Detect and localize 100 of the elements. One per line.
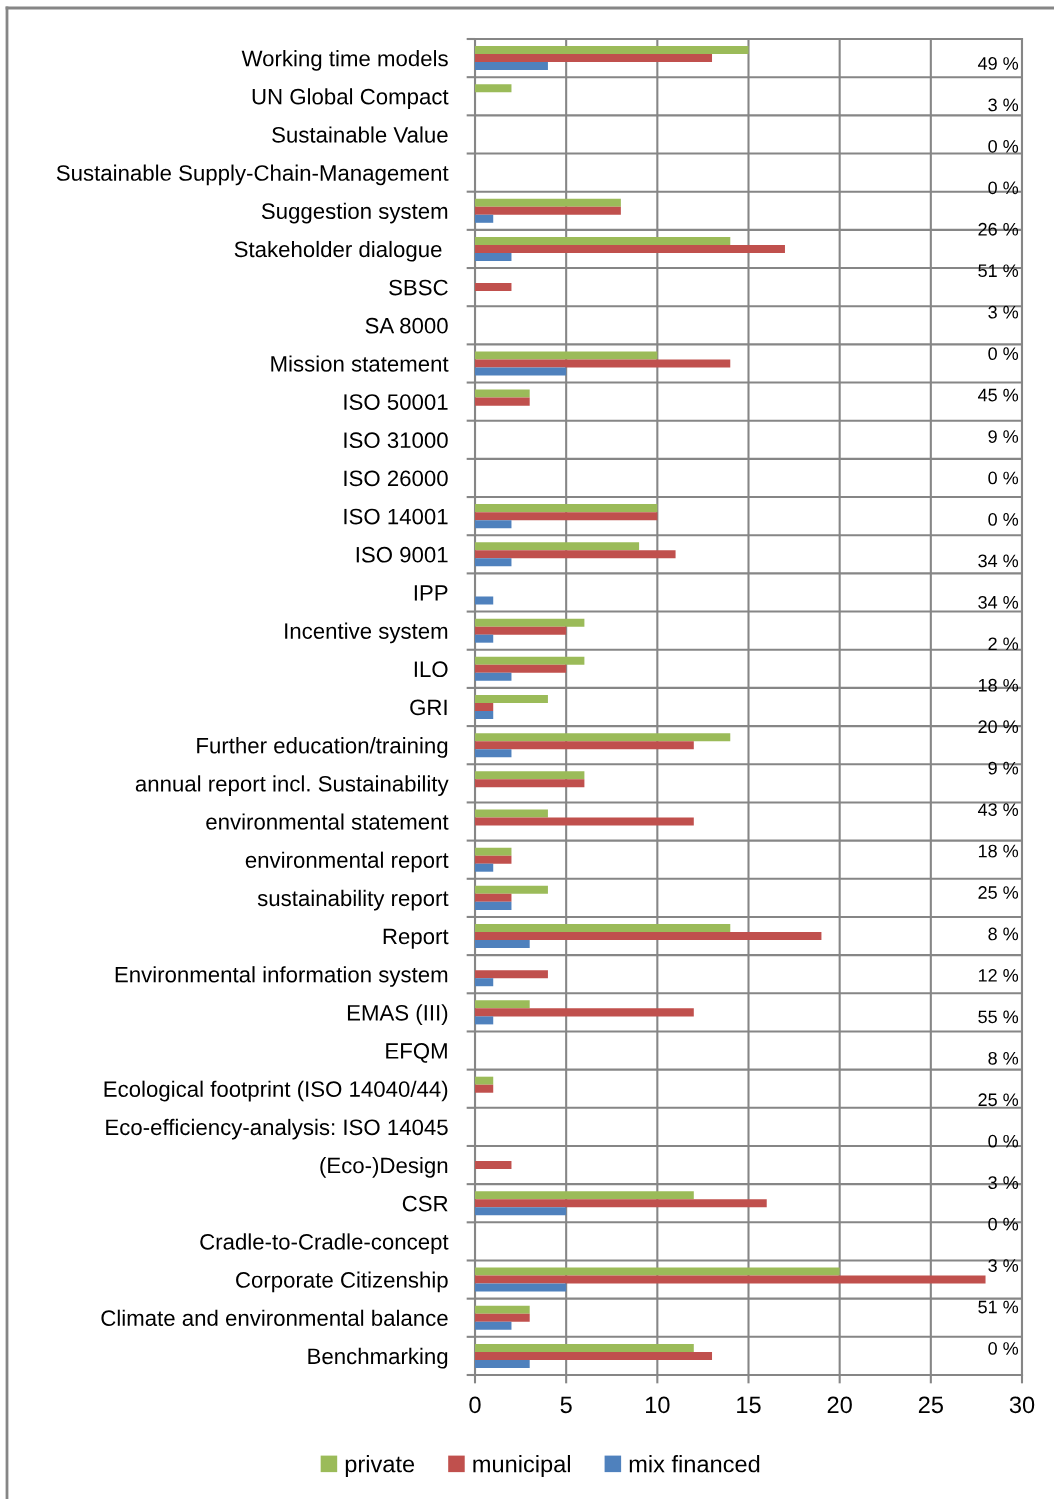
bar [475,542,640,551]
bar [475,351,658,360]
bar [475,1199,767,1208]
annotation: 8 % [988,927,1019,941]
annotation: 25 % [978,1093,1019,1107]
annotation: 51 % [978,264,1019,278]
y-tick-label: Sustainable Supply-Chain-Management [56,164,449,186]
y-tick-label: annual report incl. Sustainability [135,775,449,797]
bar [475,214,494,223]
y-tick-label: Mission statement [271,355,449,372]
bar [475,634,494,643]
bar [475,1305,530,1314]
y-tick-label: ISO 9001 [356,546,448,563]
bar [475,1161,512,1170]
x-tick-label: 10 [646,1396,670,1414]
annotation: 3 % [988,98,1019,112]
bar [475,1275,986,1284]
bar [475,397,530,406]
bar [475,970,548,979]
bar [475,1016,494,1025]
bar [475,618,585,627]
annotation: 0 % [988,181,1019,195]
bar [475,252,512,261]
y-tick-label: Eco-efficiency-analysis: ISO 14045 [106,1118,448,1140]
y-tick-label: sustainability report [257,889,449,911]
bar [475,244,785,253]
bar [475,198,621,207]
bar [475,694,548,703]
y-tick-label: UN Global Compact [252,88,449,109]
y-tick-label: Incentive system [285,622,448,644]
y-tick-label: ISO 14001 [344,508,448,525]
bar [475,1313,530,1322]
bar [475,932,822,941]
annotation: 34 % [978,554,1019,568]
y-tick-label: IPP [414,585,448,601]
bar [475,512,658,521]
bar [475,84,512,93]
x-tick-label: 25 [918,1396,943,1414]
annotation: 2 % [988,637,1019,651]
bar [475,771,585,780]
annotation: 9 % [988,430,1019,443]
y-tick-label: Report [383,928,449,949]
annotation: 0 % [988,471,1019,485]
y-tick-label: Benchmarking [308,1347,448,1369]
bar [475,1359,530,1368]
bar [475,702,494,712]
legend-label: municipal [473,1455,570,1478]
bar [475,504,658,513]
bar [475,1008,694,1017]
bar [475,809,548,818]
y-tick-label: environmental report [245,851,449,873]
bar [475,283,512,292]
y-tick-label: Environmental information system [115,966,448,987]
annotation: 12 % [978,969,1019,982]
bar [475,1351,713,1360]
bar [475,779,585,788]
y-tick-label: GRI [410,699,447,716]
bar [475,206,621,215]
bar [475,664,567,673]
bar [475,656,585,665]
annotation: 0 % [988,1134,1019,1148]
annotation: 34 % [978,595,1019,609]
bar [475,885,548,894]
y-tick-label: ISO 31000 [344,432,448,449]
bar [475,1076,494,1085]
y-tick-label: ISO 26000 [344,470,448,487]
bar [475,1321,512,1330]
bar [475,389,530,398]
bar [475,817,694,826]
bar [475,1267,840,1276]
annotation: 20 % [978,720,1019,734]
y-tick-label: Further education/training [197,737,448,758]
y-tick-label: environmental statement [206,813,449,830]
y-tick-label: (Eco-)Design [320,1157,448,1178]
bar [475,54,713,63]
bar [475,749,512,758]
bar [475,1343,694,1352]
x-tick-label: 15 [737,1396,761,1414]
y-tick-label: EFQM [386,1043,447,1063]
y-tick-label: Suggestion system [261,202,448,224]
bar [475,550,676,559]
bar [475,1084,494,1093]
bar [475,672,512,681]
annotation: 18 % [978,844,1019,858]
bar [475,558,512,567]
annotation: 0 % [988,513,1019,526]
y-tick-label: Climate and environmental balance [101,1309,448,1327]
bar [475,978,494,987]
bar [475,1000,530,1009]
annotation: 0 % [988,1217,1019,1231]
annotation: 43 % [977,803,1019,816]
annotation: 49 % [977,57,1019,70]
annotation: 8 % [988,1051,1019,1065]
annotation: 9 % [988,761,1019,775]
legend-label: mix financed [629,1455,760,1473]
bar [475,367,567,376]
bar [475,940,530,949]
bar [475,893,512,902]
bar [475,1191,694,1200]
annotation: 26 % [978,222,1019,236]
